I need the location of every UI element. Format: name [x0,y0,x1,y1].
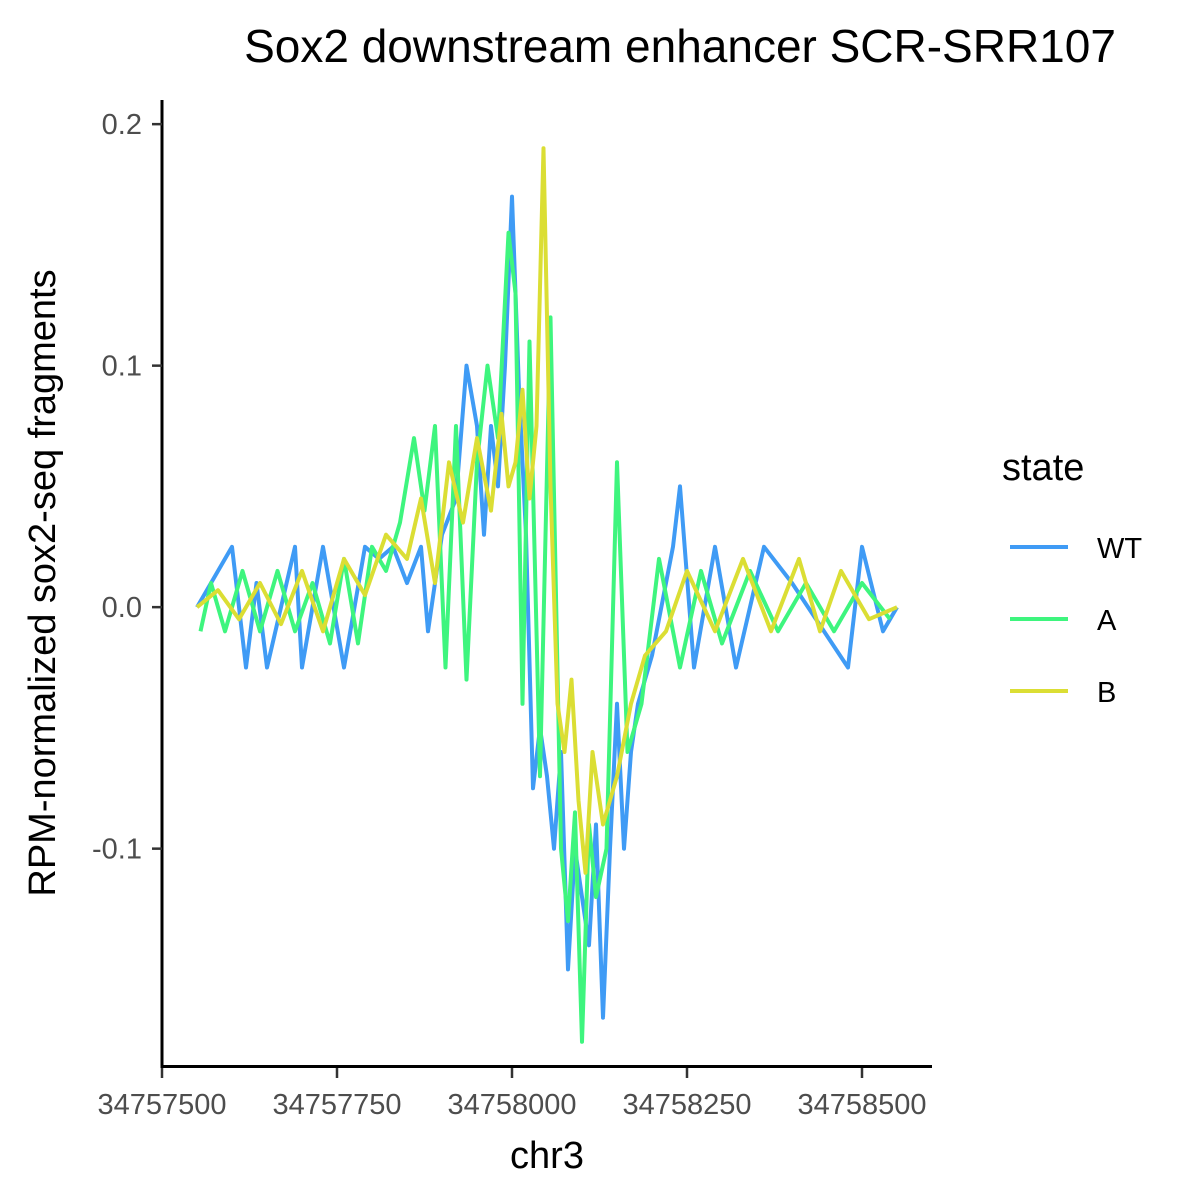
x-tick-label: 34757750 [272,1089,401,1121]
x-tick-label: 34758500 [797,1089,926,1121]
x-axis-ticks: 34757500 34757750 34758000 34758250 34758500 [97,1068,927,1121]
legend: state WT A B [1002,447,1142,709]
y-axis-title: RPM-normalized sox2-seq fragments [22,269,64,896]
y-axis-ticks: 0.2 0.1 0.0 -0.1 [92,109,162,866]
x-tick-label: 34758000 [447,1089,576,1121]
legend-label-b: B [1097,677,1116,709]
series-line-wt [195,194,899,1020]
legend-label-a: A [1097,605,1117,637]
legend-title: state [1002,447,1084,489]
legend-label-wt: WT [1097,533,1142,565]
y-tick-label: 0.2 [102,109,142,141]
chart-title: Sox2 downstream enhancer SCR-SRR107 [244,20,1116,72]
x-tick-label: 34758250 [622,1089,751,1121]
y-tick-label: 0.0 [102,592,142,624]
series-line-b [195,146,898,875]
x-axis-title: chr3 [510,1135,584,1177]
legend-items: WT A B [1010,533,1142,709]
plot-area [195,146,899,1044]
x-tick-label: 34757500 [97,1089,226,1121]
y-tick-label: -0.1 [92,834,142,866]
y-tick-label: 0.1 [102,351,142,383]
series-line-a [198,230,892,1044]
